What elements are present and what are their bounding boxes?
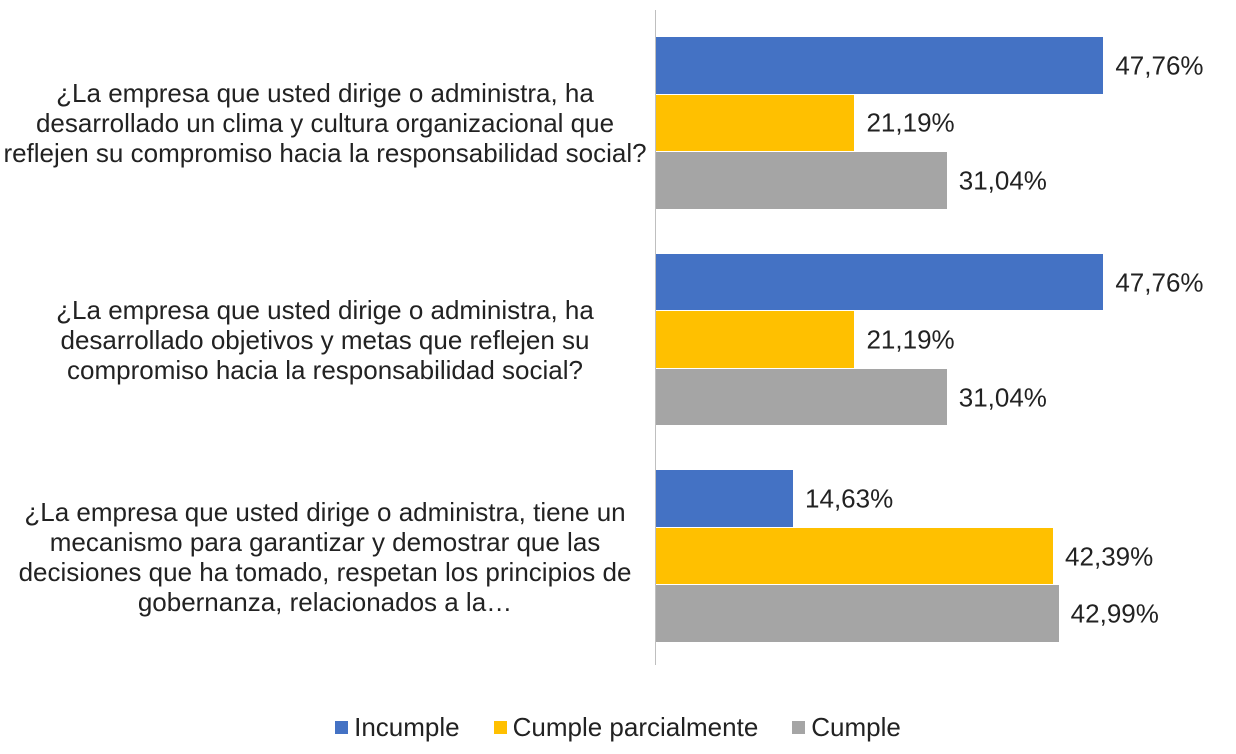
legend: Incumple Cumple parcialmente Cumple	[0, 712, 1236, 743]
legend-item: Incumple	[335, 712, 460, 743]
legend-swatch	[792, 721, 806, 734]
legend-label: Incumple	[354, 712, 460, 742]
axis-line	[655, 10, 656, 665]
bar	[656, 527, 1054, 585]
data-label: 31,04%	[958, 165, 1047, 196]
legend-item: Cumple	[792, 712, 901, 743]
category-label: ¿La empresa que usted dirige o administr…	[18, 496, 632, 617]
bar	[656, 368, 947, 426]
data-label: 21,19%	[866, 324, 955, 355]
data-label: 47,76%	[1115, 50, 1204, 81]
data-label: 14,63%	[805, 483, 894, 514]
bar	[656, 152, 947, 209]
legend-item: Cumple parcialmente	[493, 712, 759, 743]
bar	[656, 585, 1059, 642]
category-label: ¿La empresa que usted dirige o administr…	[3, 78, 647, 169]
data-label: 21,19%	[866, 107, 955, 138]
data-label: 47,76%	[1115, 267, 1204, 297]
bar	[656, 253, 1104, 311]
bar	[656, 94, 855, 152]
legend-swatch	[335, 721, 349, 734]
bar	[656, 311, 855, 368]
category-label: ¿La empresa que usted dirige o administr…	[56, 295, 594, 385]
bar	[656, 37, 1104, 94]
data-label: 42,99%	[1070, 598, 1159, 629]
legend-label: Cumple parcialmente	[512, 712, 759, 742]
data-label: 42,39%	[1065, 541, 1154, 572]
legend-label: Cumple	[811, 712, 901, 742]
legend-swatch	[493, 721, 507, 734]
data-label: 31,04%	[958, 382, 1047, 412]
bar	[656, 470, 794, 527]
